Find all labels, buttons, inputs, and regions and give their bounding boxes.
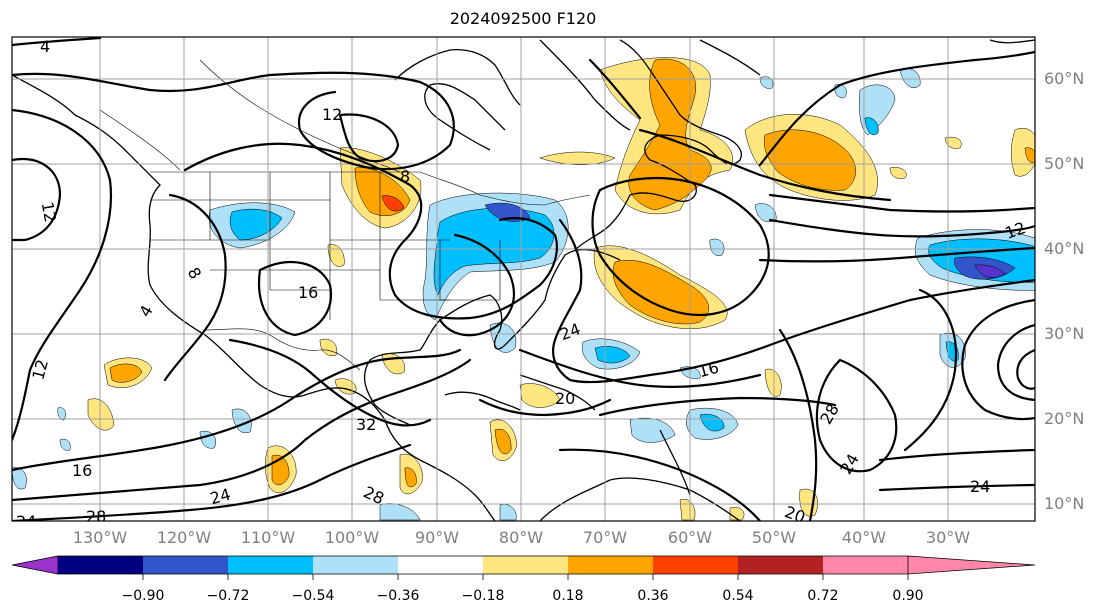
contour-label: 12: [28, 357, 52, 382]
colorbar-tick-label: −0.72: [207, 588, 250, 604]
contour-label: 16: [298, 283, 318, 302]
lat-label: 10°N: [1044, 494, 1084, 513]
latitude-labels: 60°N 50°N 40°N 30°N 20°N 10°N: [1044, 69, 1084, 513]
colorbar-tick-label: −0.36: [377, 588, 420, 604]
contour-label: 16: [72, 461, 92, 480]
colorbar-ticks: [142, 574, 909, 580]
contour-label: 8: [400, 167, 410, 186]
colorbar-segment: [228, 556, 313, 574]
contour-label: 16: [696, 358, 721, 382]
longitude-labels: 130°W 120°W 110°W 100°W 90°W 80°W 70°W 6…: [73, 528, 970, 547]
lat-label: 20°N: [1044, 409, 1084, 428]
lon-label: 80°W: [499, 528, 543, 547]
colorbar-right-extension: [907, 555, 1036, 575]
contour-label: 20: [555, 389, 575, 408]
colorbar-segment: [653, 556, 738, 574]
lat-label: 40°N: [1044, 239, 1084, 258]
map-frame: [11, 36, 1036, 522]
lon-label: 90°W: [415, 528, 459, 547]
lon-label: 30°W: [926, 528, 970, 547]
lon-label: 110°W: [241, 528, 296, 547]
colorbar-tick-label: 0.18: [552, 588, 583, 604]
contour-label: 24: [16, 512, 36, 531]
colorbar-left-extension: [11, 555, 59, 575]
lat-label: 30°N: [1044, 324, 1084, 343]
lat-label: 60°N: [1044, 69, 1084, 88]
colorbar-tick-label: 0.54: [722, 588, 753, 604]
contour-label: 28: [86, 507, 106, 526]
colorbar-tick-label: 0.36: [637, 588, 668, 604]
graticule: [12, 37, 1035, 521]
colorbar-segment: [313, 556, 398, 574]
colorbar-segment: [823, 556, 908, 574]
lon-label: 50°W: [752, 528, 796, 547]
contour-label: 24: [970, 477, 990, 496]
political-borders: [99, 59, 591, 371]
lon-label: 120°W: [157, 528, 212, 547]
negative-anomaly-shading: [12, 68, 1035, 521]
lon-label: 60°W: [668, 528, 712, 547]
colorbar-segment: [398, 556, 483, 574]
colorbar-segment: [568, 556, 653, 574]
height-contours: [12, 37, 1035, 521]
contour-label: 4: [40, 37, 50, 56]
positive-anomaly-shading: [87, 57, 1035, 521]
colorbar-segment: [143, 556, 228, 574]
contour-labels: 4 12 8 12 8 16 4 12 24 16 20 28 24 24 12…: [16, 37, 1028, 531]
lon-label: 70°W: [583, 528, 627, 547]
lon-label: 100°W: [325, 528, 380, 547]
lat-label: 50°N: [1044, 154, 1084, 173]
colorbar-tick-label: 0.90: [892, 588, 923, 604]
colorbar-tick-label: 0.72: [807, 588, 838, 604]
colorbar-tick-label: −0.90: [122, 588, 165, 604]
figure-title: 2024092500 F120: [449, 9, 597, 28]
contour-label: 20: [782, 502, 808, 527]
colorbar-segment: [483, 556, 568, 574]
contour-label: 12: [38, 200, 60, 223]
lon-label: 40°W: [842, 528, 886, 547]
lon-label: 130°W: [73, 528, 128, 547]
colorbar-segment: [58, 556, 143, 574]
contour-label: 24: [208, 485, 233, 509]
colorbar-tick-label: −0.54: [292, 588, 335, 604]
colorbar: −0.90 −0.72 −0.54 −0.36 −0.18 0.18 0.36 …: [11, 555, 1036, 604]
colorbar-tick-label: −0.18: [462, 588, 505, 604]
contour-label: 12: [322, 105, 342, 124]
contour-label: 32: [356, 415, 376, 434]
colorbar-segment: [738, 556, 823, 574]
